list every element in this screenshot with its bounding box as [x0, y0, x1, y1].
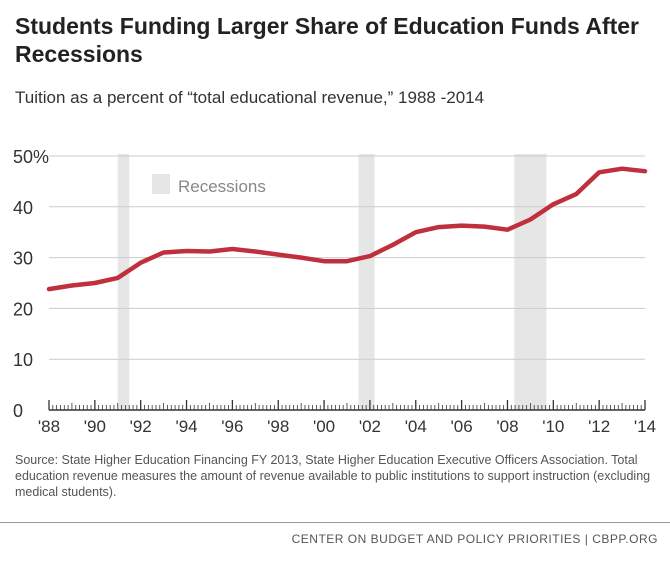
legend-label: Recessions: [178, 177, 266, 196]
x-tick-label: '94: [175, 417, 197, 436]
data-point: [575, 193, 577, 195]
series-line: [46, 166, 648, 292]
y-tick-label: 10: [13, 350, 33, 370]
data-point: [94, 282, 96, 284]
y-tick-label: 50%: [13, 147, 49, 167]
data-point: [323, 260, 325, 262]
data-point: [415, 231, 417, 233]
footer-credit: CENTER ON BUDGET AND POLICY PRIORITIES |…: [291, 532, 658, 546]
data-point: [529, 219, 531, 220]
data-point: [186, 250, 188, 252]
data-point: [552, 203, 554, 205]
chart-subtitle: Tuition as a percent of “total education…: [15, 88, 485, 107]
data-point: [140, 262, 142, 264]
y-tick-label: 40: [13, 198, 33, 218]
recession-band: [117, 154, 130, 410]
x-tick-label: '00: [313, 417, 335, 436]
data-point: [117, 277, 119, 279]
x-tick-label: '10: [542, 417, 564, 436]
x-tick-label: '96: [221, 417, 243, 436]
x-tick-label: '12: [588, 417, 610, 436]
recession-band: [514, 154, 547, 410]
data-point: [461, 225, 463, 227]
x-tick-label: '08: [496, 417, 518, 436]
x-tick-label: '02: [359, 417, 381, 436]
data-point: [438, 226, 440, 228]
data-point: [300, 257, 302, 259]
recession-band: [358, 154, 375, 410]
line-chart: 0 10 20 30 40 50% Recessions '88 '90 '92 '94 '96 '98…: [13, 147, 656, 436]
data-point: [346, 260, 348, 262]
data-point: [598, 171, 600, 173]
data-point: [277, 254, 279, 256]
data-point: [506, 229, 508, 231]
data-point: [208, 251, 210, 253]
data-point: [71, 285, 73, 287]
data-point: [48, 288, 50, 290]
x-tick-label: '92: [130, 417, 152, 436]
x-tick-label: '98: [267, 417, 289, 436]
source-note: Source: State Higher Education Financing…: [15, 453, 651, 499]
data-point: [484, 226, 486, 228]
data-point: [644, 170, 646, 172]
x-tick-label: '90: [84, 417, 106, 436]
y-tick-label: 20: [13, 299, 33, 319]
data-point: [392, 244, 394, 246]
legend-swatch: [152, 174, 170, 194]
data-point: [231, 248, 233, 250]
y-tick-label: 30: [13, 249, 33, 269]
x-tick-label: '14: [634, 417, 656, 436]
x-tick-label: '04: [405, 417, 427, 436]
y-tick-label: 0: [13, 401, 23, 421]
chart-title: Students Funding Larger Share of Educati…: [15, 13, 639, 67]
x-tick-label: '88: [38, 417, 60, 436]
data-point: [163, 252, 165, 254]
divider: [0, 522, 670, 523]
x-tick-label: '06: [451, 417, 473, 436]
data-point: [621, 168, 623, 170]
data-point: [369, 255, 371, 257]
data-point: [254, 251, 256, 253]
